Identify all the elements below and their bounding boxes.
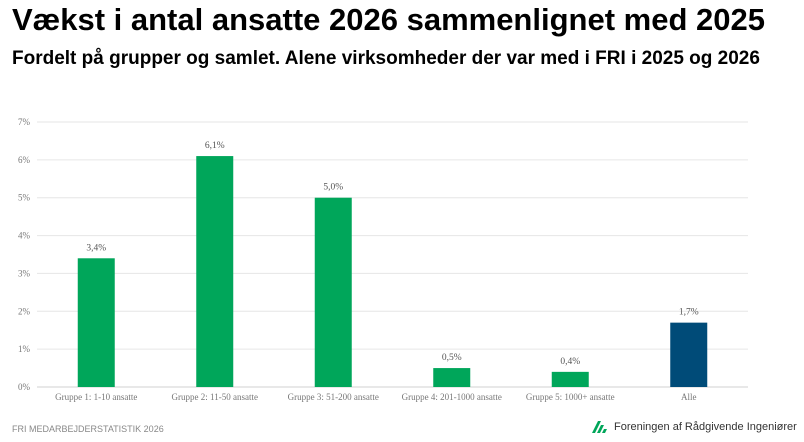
x-tick-label: Gruppe 1: 1-10 ansatte [55,392,137,402]
x-tick-label: Gruppe 2: 11-50 ansatte [172,392,258,402]
y-tick-label: 4% [18,231,31,241]
data-label: 0,5% [442,353,462,363]
logo-text: Foreningen af Rådgivende Ingeniører [614,421,797,433]
fri-logo-icon [592,421,607,433]
y-tick-label: 5% [18,193,31,203]
chart-title: Vækst i antal ansatte 2026 sammenlignet … [12,2,765,37]
bar [551,371,589,387]
data-label: 6,1% [205,141,225,151]
x-tick-label: Gruppe 5: 1000+ ansatte [526,392,615,402]
y-tick-label: 3% [18,268,31,278]
y-tick-label: 1% [18,344,31,354]
y-tick-label: 6% [18,155,31,165]
y-tick-label: 7% [18,117,31,127]
x-tick-label: Alle [681,392,697,402]
y-tick-label: 2% [18,306,31,316]
bar [433,368,471,387]
bar [670,322,708,387]
bar [196,156,234,387]
bar [314,197,352,387]
footer-text: FRI MEDARBEJDERSTATISTIK 2026 [12,424,164,434]
y-tick-label: 0% [18,382,31,392]
x-tick-label: Gruppe 3: 51-200 ansatte [288,392,379,402]
data-label: 3,4% [86,243,106,253]
chart-subtitle: Fordelt på grupper og samlet. Alene virk… [12,48,760,69]
fri-logo: Foreningen af Rådgivende Ingeniører [592,421,797,433]
bar [77,258,115,387]
data-label: 5,0% [323,183,343,193]
data-label: 0,4% [560,357,580,367]
data-label: 1,7% [679,308,699,318]
x-tick-label: Gruppe 4: 201-1000 ansatte [402,392,502,402]
